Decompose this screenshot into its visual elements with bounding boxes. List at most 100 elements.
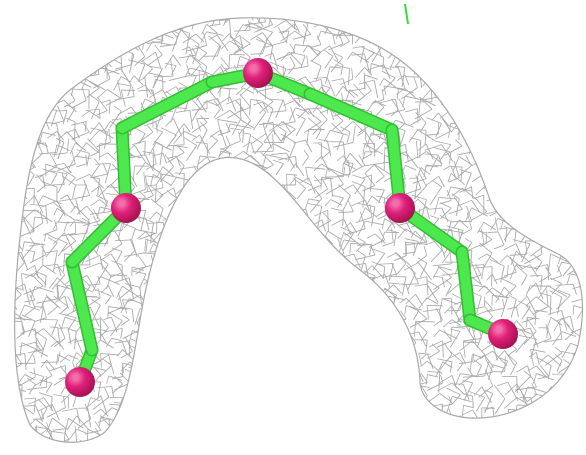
mesh-segment — [159, 320, 165, 335]
mesh-segment — [359, 211, 366, 229]
mesh-segment — [38, 438, 53, 443]
mesh-segment — [460, 436, 475, 442]
mesh-segment — [369, 405, 386, 408]
mesh-segment — [117, 292, 123, 308]
mesh-segment — [505, 53, 518, 56]
mesh-segment — [460, 415, 466, 436]
mesh-segment — [92, 396, 110, 410]
oxygen-atom-3[interactable] — [243, 58, 273, 88]
mesh-segment — [543, 100, 561, 105]
mesh-segment — [260, 151, 274, 166]
mesh-segment — [428, 393, 441, 403]
mesh-segment — [244, 416, 250, 439]
mesh-segment — [102, 163, 109, 175]
mesh-segment — [315, 65, 322, 82]
mesh-segment — [220, 40, 230, 50]
mesh-segment — [51, 40, 67, 46]
mesh-segment — [339, 437, 361, 443]
mesh-segment — [140, 384, 152, 389]
mesh-segment — [352, 125, 356, 143]
mesh-segment — [521, 264, 531, 270]
mesh-segment — [470, 74, 488, 78]
mesh-segment — [241, 402, 253, 408]
mesh-segment — [448, 208, 463, 215]
oxygen-atom-1[interactable] — [65, 367, 95, 397]
mesh-segment — [239, 427, 253, 434]
mesh-segment — [434, 140, 451, 146]
mesh-segment — [394, 437, 414, 443]
mesh-segment — [343, 218, 352, 236]
mesh-segment — [295, 253, 312, 258]
mesh-segment — [327, 322, 339, 331]
mesh-segment — [559, 119, 562, 130]
mesh-segment — [431, 87, 445, 95]
mesh-segment — [181, 288, 186, 299]
mesh-segment — [174, 341, 183, 349]
mesh-segment — [516, 327, 532, 335]
mesh-segment — [325, 304, 332, 325]
oxygen-atom-5[interactable] — [488, 319, 518, 349]
mesh-segment — [526, 107, 542, 115]
mesh-segment — [124, 279, 133, 289]
mesh-segment — [400, 310, 407, 320]
mesh-segment — [237, 262, 245, 276]
mesh-segment — [104, 34, 114, 42]
mesh-segment — [530, 348, 546, 353]
mesh-segment — [475, 78, 487, 92]
mesh-segment — [200, 11, 217, 14]
mesh-segment — [433, 329, 440, 337]
mesh-segment — [486, 120, 502, 127]
mesh-segment — [336, 418, 352, 421]
mesh-segment — [171, 318, 178, 332]
mesh-segment — [572, 151, 583, 169]
mesh-segment — [523, 415, 537, 421]
mesh-segment — [548, 418, 557, 428]
mesh-segment — [237, 324, 245, 333]
mesh-segment — [286, 243, 304, 249]
mesh-segment — [328, 418, 339, 422]
mesh-segment — [68, 156, 76, 169]
mesh-segment — [569, 123, 583, 131]
mesh-segment — [516, 365, 528, 373]
mesh-segment — [10, 237, 14, 254]
mesh-segment — [76, 51, 87, 58]
mesh-segment — [93, 209, 101, 221]
mesh-segment — [353, 274, 376, 279]
mesh-segment — [181, 208, 185, 221]
mesh-segment — [415, 308, 428, 320]
mesh-segment — [54, 219, 58, 230]
mesh-segment — [7, 241, 10, 257]
mesh-segment — [217, 131, 231, 136]
mesh-segment — [304, 198, 310, 211]
mesh-segment — [198, 310, 209, 324]
mesh-segment — [323, 351, 339, 353]
mesh-segment — [161, 261, 178, 272]
mesh-segment — [14, 441, 23, 443]
mesh-segment — [56, 68, 67, 83]
mesh-segment — [0, 360, 2, 371]
oxygen-atom-4[interactable] — [385, 193, 415, 223]
mesh-segment — [197, 11, 207, 15]
mesh-segment — [114, 96, 135, 101]
mesh-segment — [230, 306, 237, 321]
mesh-segment — [582, 144, 583, 155]
mesh-segment — [439, 32, 451, 48]
mesh-segment — [442, 340, 444, 358]
mesh-segment — [343, 445, 355, 450]
stray-bond-marker — [404, 3, 409, 25]
mesh-segment — [450, 172, 465, 186]
mesh-segment — [441, 144, 454, 163]
mesh-segment — [76, 408, 81, 424]
mesh-segment — [25, 349, 36, 365]
mesh-segment — [242, 393, 253, 401]
mesh-segment — [155, 173, 164, 186]
mesh-segment — [233, 342, 242, 358]
mesh-segment — [144, 154, 154, 172]
mesh-segment — [217, 119, 238, 124]
mesh-segment — [464, 23, 466, 38]
mesh-segment — [331, 337, 339, 353]
oxygen-atom-2[interactable] — [111, 193, 141, 223]
mesh-segment — [338, 211, 354, 213]
